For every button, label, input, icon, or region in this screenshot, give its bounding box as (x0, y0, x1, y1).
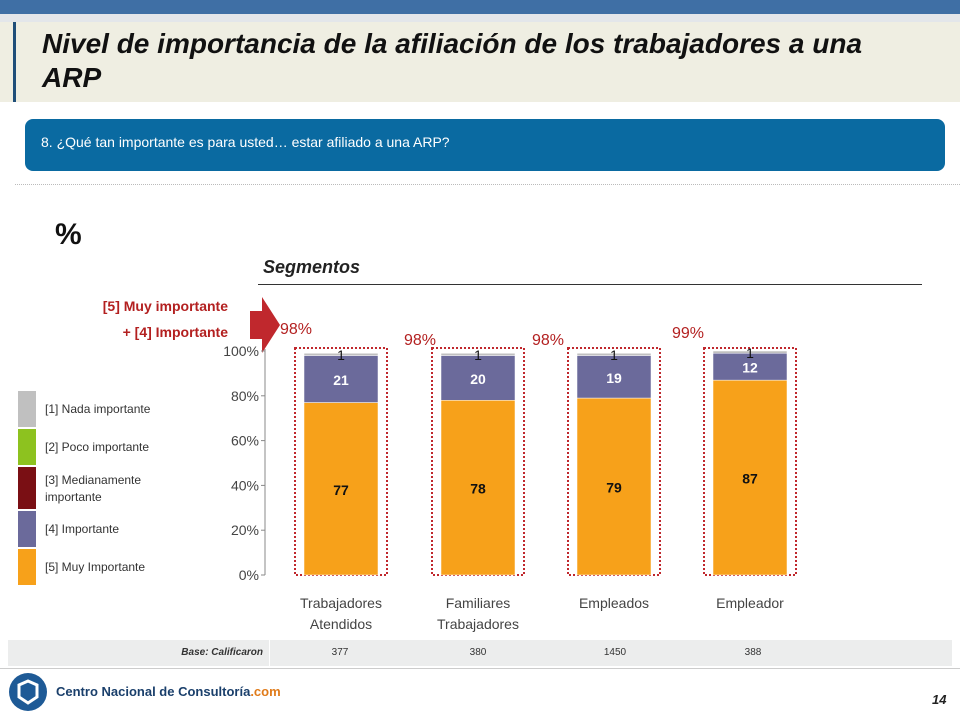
bar-segment (440, 400, 516, 576)
legend-item-importante: [4] Importante (18, 511, 218, 547)
bar-segment (712, 352, 788, 381)
category-label: Empleador (716, 595, 784, 611)
bar-value-label: 87 (742, 471, 758, 487)
legend-label-importante: [4] Importante (45, 522, 120, 536)
bar-value-label: 21 (333, 372, 349, 388)
logo-mark-icon (17, 679, 39, 705)
company-logo-text: Centro Nacional de Consultoría.com (56, 684, 281, 699)
top2-percentage: 98% (404, 332, 436, 349)
title-accent (13, 22, 16, 102)
top2-label-line1: [5] Muy importante (102, 298, 228, 314)
logo-text-suffix: .com (250, 684, 281, 699)
category-label: Familiares (446, 595, 511, 611)
category-label: Empleados (579, 595, 649, 611)
bar-segment (303, 352, 379, 356)
percent-symbol: % (55, 218, 82, 251)
legend-item-nada: [1] Nada importante (18, 391, 218, 427)
top2-arrow-icon (250, 297, 280, 353)
bar-value-label: 77 (333, 482, 349, 498)
legend-label-medianamente: [3] Medianamente importante (45, 473, 142, 504)
bar-segment (440, 352, 516, 356)
bar-segment (440, 355, 516, 401)
top-accent-bar (0, 0, 960, 14)
y-tick-label: 20% (231, 522, 259, 538)
top2-percentage: 99% (672, 325, 704, 342)
bar-value-label: 1 (746, 345, 754, 361)
bar-value-label: 1 (474, 347, 482, 363)
legend-label-poco: [2] Poco importante (45, 440, 150, 454)
bar-segment (712, 350, 788, 354)
company-logo-icon (9, 673, 47, 711)
top2-label-line2: + [4] Importante (122, 324, 228, 340)
question-text: 8. ¿Qué tan importante es para usted… es… (41, 134, 450, 150)
legend-swatch-importante (18, 511, 36, 547)
top-gray-bar (0, 14, 960, 22)
logo-text-main: Centro Nacional de Consultoría (56, 684, 251, 699)
bar-segment (576, 355, 652, 399)
dotted-separator (15, 184, 960, 185)
slide-title: Nivel de importancia de la afiliación de… (42, 28, 863, 93)
legend-swatch-nada (18, 391, 36, 427)
legend-item-medianamente: [3] Medianamente importante (18, 467, 218, 509)
bar-value-label: 78 (470, 481, 486, 497)
base-value-2: 380 (469, 647, 487, 658)
bar-segment (303, 402, 379, 576)
page-number: 14 (932, 692, 947, 707)
top2-percentage: 98% (532, 332, 564, 349)
bar-segment (576, 352, 652, 356)
bar-value-label: 1 (610, 347, 618, 363)
legend-swatch-poco (18, 429, 36, 465)
title-band (0, 22, 960, 102)
y-tick-label: 0% (239, 567, 259, 583)
bar-value-label: 12 (742, 360, 758, 376)
legend-label-muy-importante: [5] Muy Importante (45, 560, 146, 574)
footer-line (0, 668, 960, 669)
base-label: Base: Calificaron (8, 640, 270, 666)
y-tick-label: 40% (231, 477, 259, 493)
segments-title: Segmentos (263, 257, 361, 277)
y-tick-label: 100% (223, 343, 259, 359)
question-box: 8. ¿Qué tan importante es para usted… es… (25, 119, 945, 171)
base-value-4: 388 (744, 647, 762, 658)
bar-segment (712, 379, 788, 576)
bar-segment (303, 355, 379, 403)
legend-item-muy-importante: [5] Muy Importante (18, 549, 218, 585)
legend-label-nada: [1] Nada importante (45, 402, 151, 416)
bar-value-label: 1 (337, 347, 345, 363)
bar-value-label: 20 (470, 371, 486, 387)
y-tick-label: 80% (231, 388, 259, 404)
category-label: Atendidos (310, 616, 372, 632)
category-label: Trabajadores (437, 616, 519, 632)
y-tick-label: 60% (231, 433, 259, 449)
legend-item-poco: [2] Poco importante (18, 429, 218, 465)
base-row: Base: Calificaron 377 380 1450 388 (8, 640, 952, 666)
legend-swatch-medianamente (18, 467, 36, 509)
bar-value-label: 79 (606, 480, 622, 496)
segments-underline (258, 284, 922, 285)
bar-value-label: 19 (606, 370, 622, 386)
top2-percentage: 98% (280, 321, 312, 338)
bar-segment (576, 397, 652, 576)
base-value-1: 377 (331, 647, 349, 658)
base-value-3: 1450 (603, 647, 627, 658)
legend-swatch-muy-importante (18, 549, 36, 585)
category-label: Trabajadores (300, 595, 382, 611)
